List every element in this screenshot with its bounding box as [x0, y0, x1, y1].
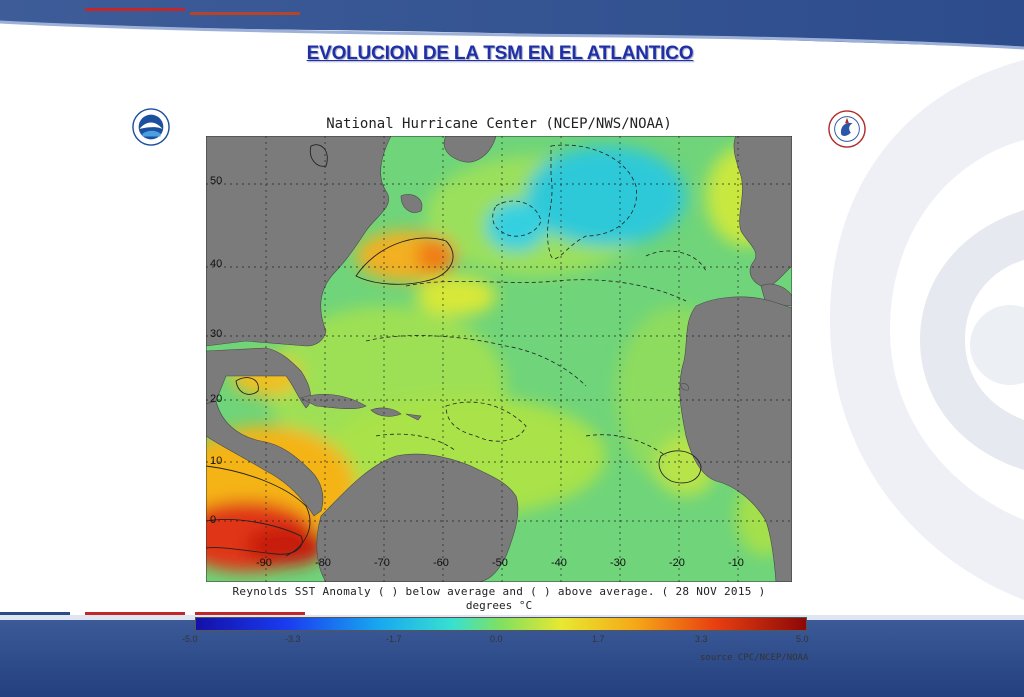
data-source: source CPC/NCEP/NOAA [700, 653, 809, 663]
map-title: National Hurricane Center (NCEP/NWS/NOAA… [326, 116, 672, 132]
lon-label-80: -80 [315, 557, 331, 569]
graticule [206, 136, 792, 582]
lon-label-20: -20 [669, 557, 685, 569]
noaa-logo [132, 108, 170, 146]
map-units: degrees °C [465, 599, 533, 612]
lat-label-40: 40 [210, 258, 223, 270]
lat-label-50: 50 [210, 175, 223, 187]
land-masses [206, 136, 792, 582]
anomaly-colorbar [195, 617, 807, 631]
lon-label-10: -10 [728, 557, 744, 569]
lat-label-0: 0 [210, 514, 217, 526]
lat-label-10: 10 [210, 455, 223, 467]
slide-title: EVOLUCION DE LA TSM EN EL ATLANTICO [306, 43, 694, 64]
colorbar-tick: -1.7 [386, 634, 402, 644]
lon-label-40: -40 [551, 557, 567, 569]
colorbar-tick: -3.3 [285, 634, 301, 644]
below-average-contours [365, 144, 707, 457]
colorbar-tick: 5.0 [796, 634, 809, 644]
lon-label-50: -50 [492, 557, 508, 569]
colorbar-tick: 0.0 [490, 634, 503, 644]
background-swirl [830, 60, 1024, 600]
map-caption: Reynolds SST Anomaly ( ) below average a… [232, 585, 766, 598]
lon-label-90: -90 [256, 557, 272, 569]
lat-label-30: 30 [210, 328, 223, 340]
colorbar-tick: -5.0 [182, 634, 198, 644]
colorbar-tick: 3.3 [695, 634, 708, 644]
sst-anomaly-map [206, 136, 792, 582]
lon-label-70: -70 [374, 557, 390, 569]
anomaly-contours [206, 144, 702, 557]
lon-label-30: -30 [610, 557, 626, 569]
header-band [0, 0, 1024, 60]
nws-logo [828, 110, 866, 148]
anomaly-field [206, 146, 792, 571]
lat-label-20: 20 [210, 393, 223, 405]
colorbar-tick: 1.7 [592, 634, 605, 644]
lon-label-60: -60 [433, 557, 449, 569]
